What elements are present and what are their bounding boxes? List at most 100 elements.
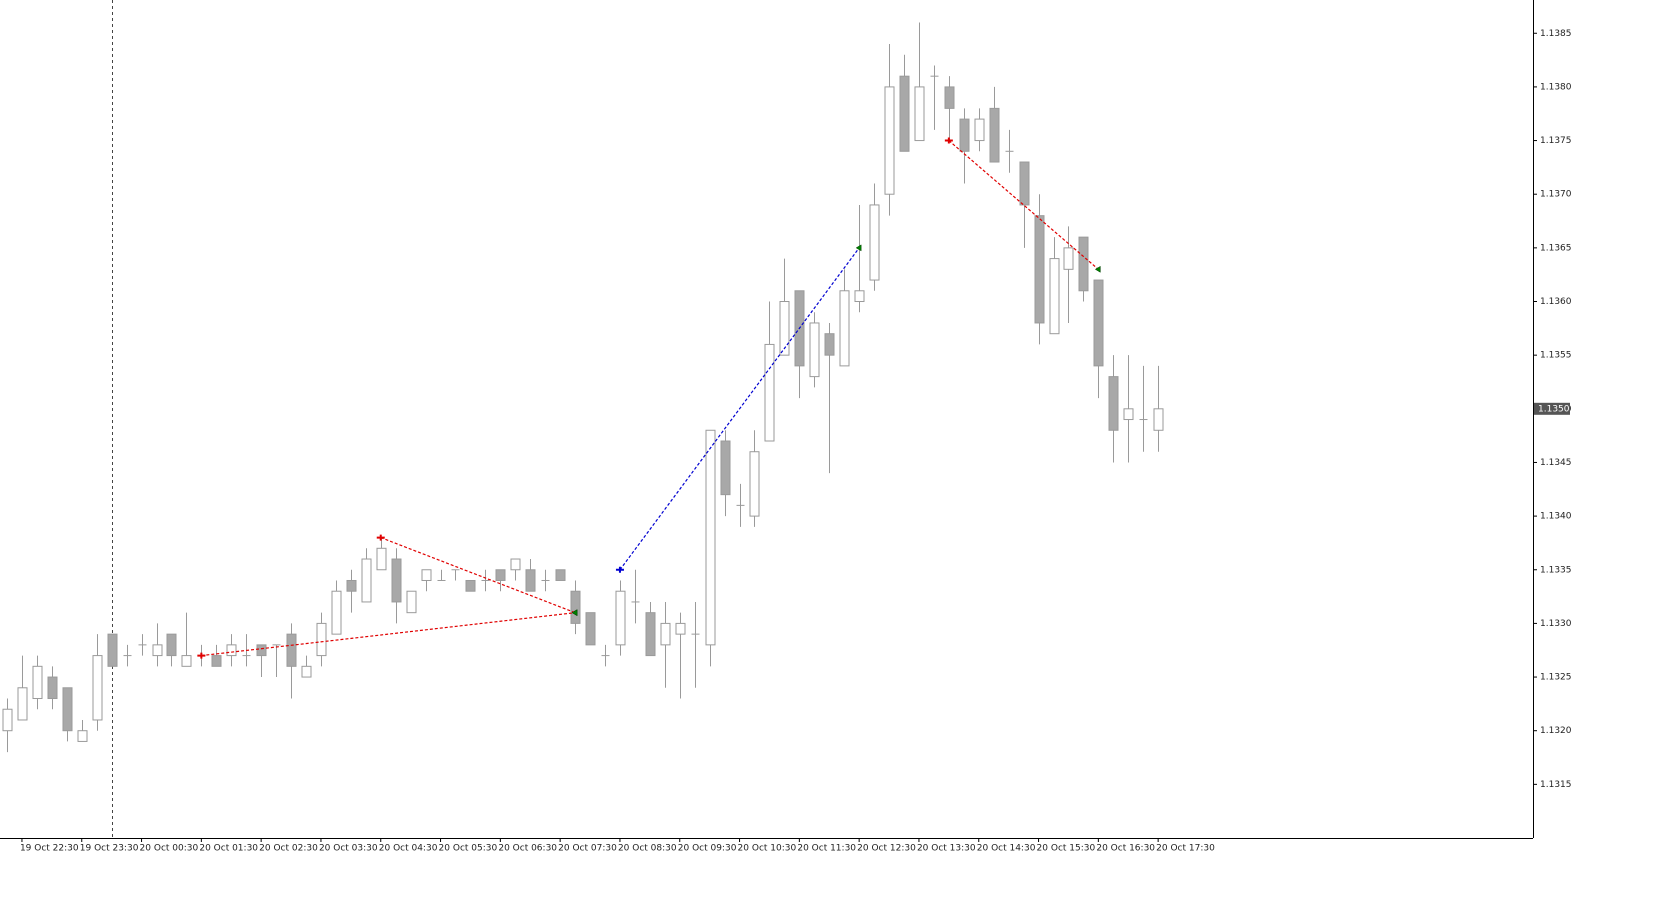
candle-body: [47, 676, 58, 700]
candle-body: [331, 590, 342, 635]
candle-body: [152, 644, 163, 657]
x-tick-label: 20 Oct 08:30: [618, 844, 677, 854]
trade-open-marker: [615, 566, 624, 573]
trade-close-marker: [571, 609, 578, 617]
candle-body: [585, 612, 596, 646]
candle-body: [301, 665, 312, 678]
candle-body: [1093, 279, 1104, 367]
x-tick-label: 20 Oct 12:30: [857, 844, 916, 854]
candle-body: [62, 687, 73, 732]
x-tick-label: 20 Oct 13:30: [917, 844, 976, 854]
candle-body: [1108, 376, 1119, 431]
y-tick-label: 1.1345: [1540, 458, 1572, 468]
candle-body: [764, 343, 775, 442]
candle-body: [570, 590, 581, 624]
x-tick-label: 20 Oct 02:30: [259, 844, 318, 854]
candle-body: [944, 86, 955, 109]
candle-body: [1078, 236, 1089, 292]
candle-body: [615, 590, 626, 646]
x-tick-label: 20 Oct 15:30: [1037, 844, 1096, 854]
y-tick-label: 1.1340: [1540, 512, 1572, 522]
candle-body: [914, 86, 925, 142]
candle-body: [421, 569, 432, 581]
candle-body: [181, 655, 192, 667]
candle-body: [391, 558, 402, 603]
x-tick-label: 20 Oct 05:30: [439, 844, 498, 854]
x-tick-label: 19 Oct 22:30: [20, 844, 79, 854]
y-tick-label: 1.1335: [1540, 565, 1572, 575]
candle-body: [809, 322, 820, 378]
candle-body: [346, 579, 357, 592]
y-tick-label: 1.1325: [1540, 673, 1572, 683]
candle-body: [1123, 408, 1134, 421]
candle-body: [32, 665, 43, 700]
candle-body: [1049, 258, 1060, 335]
candle-body: [720, 440, 731, 496]
candle-body: [749, 451, 760, 517]
candle-body: [1034, 215, 1045, 324]
candle-body: [1153, 408, 1164, 431]
candle-body: [107, 633, 118, 667]
candle-body: [974, 118, 985, 142]
candle-body: [989, 107, 1000, 163]
y-tick-label: 1.1380: [1540, 82, 1572, 92]
candle-body: [286, 633, 297, 667]
x-tick-label: 20 Oct 03:30: [319, 844, 378, 854]
x-tick-label: 20 Oct 01:30: [199, 844, 258, 854]
x-tick-label: 20 Oct 17:30: [1156, 844, 1215, 854]
current-price-label: 1.1350: [1538, 404, 1570, 414]
candle-body: [555, 569, 566, 581]
candle-body: [705, 429, 716, 646]
x-tick-label: 20 Oct 10:30: [738, 844, 797, 854]
trade-open-marker: [197, 652, 206, 659]
y-tick-label: 1.1365: [1540, 243, 1572, 253]
candle-body: [899, 75, 910, 152]
candle-body: [226, 644, 237, 657]
candle-body: [839, 290, 850, 367]
candle-body: [211, 655, 222, 667]
y-tick-label: 1.1355: [1540, 351, 1572, 361]
candle-body: [660, 622, 671, 646]
candle-body: [854, 290, 865, 303]
candle-body: [1063, 247, 1074, 270]
candle-body: [361, 558, 372, 603]
x-tick-label: 20 Oct 07:30: [558, 844, 617, 854]
x-tick-label: 20 Oct 06:30: [498, 844, 557, 854]
x-tick-label: 20 Oct 14:30: [977, 844, 1036, 854]
candle-body: [495, 569, 506, 581]
candle-body: [1019, 161, 1030, 206]
trade-line: [201, 612, 576, 657]
y-tick-label: 1.1330: [1540, 619, 1572, 629]
candle-body: [166, 633, 177, 657]
candle-body: [525, 569, 536, 592]
trade-open-marker: [944, 137, 953, 144]
candle-body: [92, 655, 103, 721]
candle-body: [77, 730, 88, 742]
trade-line: [619, 247, 860, 571]
candle-body: [510, 558, 521, 571]
candle-body: [779, 301, 790, 356]
candle-body: [256, 644, 267, 657]
y-tick-label: 1.1360: [1540, 297, 1572, 307]
trade-close-marker: [1094, 265, 1101, 273]
y-tick-label: 1.1315: [1540, 780, 1572, 790]
x-tick-label: 19 Oct 23:30: [80, 844, 139, 854]
trade-close-marker: [855, 244, 862, 252]
candle-body: [675, 622, 686, 635]
candle-body: [316, 622, 327, 657]
current-price-box: [1534, 402, 1570, 415]
x-tick-label: 20 Oct 16:30: [1096, 844, 1155, 854]
y-tick-label: 1.1375: [1540, 136, 1572, 146]
x-tick-label: 20 Oct 00:30: [140, 844, 199, 854]
candle-body: [959, 118, 970, 152]
candle-body: [869, 204, 880, 281]
candle-body: [465, 579, 476, 592]
y-tick-label: 1.1320: [1540, 726, 1572, 736]
y-tick-label: 1.1370: [1540, 190, 1572, 200]
candle-body: [2, 708, 13, 732]
trade-open-marker: [376, 534, 385, 541]
y-tick-label: 1.1385: [1540, 29, 1572, 39]
x-tick-label: 20 Oct 09:30: [678, 844, 737, 854]
